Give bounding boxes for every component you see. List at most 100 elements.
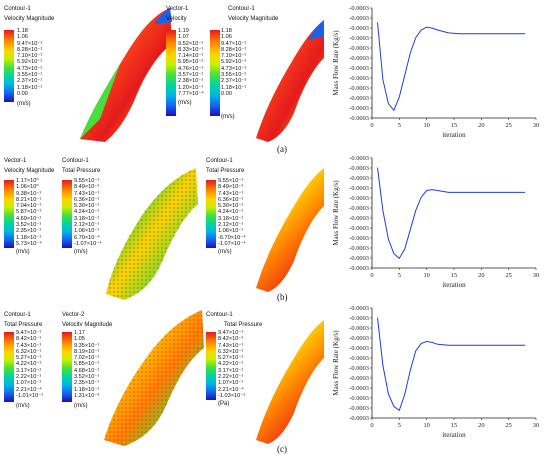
colorbar-a3-ticks: 1.18 1.06 9.47×10⁻¹ 8.28×10⁻¹ 7.10×10⁻¹ 5.92×… [221, 28, 247, 97]
y-tick-label: -0.0003 [349, 215, 369, 222]
contour-a1-quantity: Velocity Magnitude [4, 16, 55, 22]
x-tick-label: 25 [505, 422, 511, 429]
colorbar-c1-ticks: 9.47×10⁻¹ 8.42×10⁻¹ 7.43×10⁻¹ 6.32×10⁻¹ 5.27… [16, 330, 44, 399]
contour-b1-title: Contour-1 [62, 158, 89, 164]
colorbar-c1-unit: (m/s) [16, 403, 30, 409]
colorbar-b1 [4, 180, 14, 248]
y-tick-label: -0.0003 [349, 165, 369, 172]
x-tick-label: 20 [478, 272, 484, 279]
colorbar-b3 [206, 180, 216, 248]
y-tick-label: -0.0003 [349, 415, 369, 422]
y-tick-label: -0.0003 [349, 395, 369, 402]
x-tick-label: 15 [451, 122, 457, 129]
vector-a1-quantity: Velocity [166, 16, 187, 22]
colorbar-b1-ticks: 1.17×10⁰ 1.06×10⁰ 9.38×10⁻¹ 8.21×10⁻¹ 7.04×1… [16, 178, 42, 247]
colorbar-b2-ticks: 9.55×10⁻¹ 8.49×10⁻¹ 7.43×10⁻¹ 6.36×10⁻¹ 5.30… [74, 178, 102, 247]
cfd-image-a1 [80, 8, 172, 142]
x-axis-title: iteration [442, 431, 466, 439]
caption-a: (a) [277, 144, 287, 154]
y-tick-label: -0.0003 [349, 385, 369, 392]
y-axis-title: Mass Flow Rate (Kg/s) [332, 330, 340, 396]
x-tick-label: 20 [478, 422, 484, 429]
x-tick-label: 30 [533, 422, 539, 429]
contour-c1-title: Contour-1 [4, 312, 31, 318]
colorbar-c2-ticks: 1.17 1.05 9.35×10⁻¹ 8.19×10⁻¹ 7.02×10⁻¹ 5.85×… [74, 330, 100, 399]
colorbar-c2-unit: (m/s) [74, 403, 88, 409]
x-axis-title: iteration [442, 281, 466, 289]
vector-b1-quantity: Velocity Magnitude [4, 168, 55, 174]
y-tick-label: -0.0003 [349, 105, 369, 112]
contour-b2-title: Contour-1 [206, 158, 233, 164]
colorbar-a2-ticks: 1.19 1.07 9.52×10⁻¹ 8.33×10⁻¹ 7.14×10⁻¹ 5.95×… [178, 28, 204, 97]
y-tick-label: -0.0003 [349, 225, 369, 232]
x-axis-title: iteration [442, 131, 466, 139]
y-tick-label: -0.0003 [349, 25, 369, 32]
x-tick-label: 5 [398, 122, 401, 129]
vector-b1-title: Vector-1 [4, 158, 27, 164]
colorbar-c3 [206, 332, 216, 400]
x-tick-label: 15 [451, 422, 457, 429]
cfd-image-c2 [256, 320, 324, 444]
mass-flow-series-line [377, 22, 526, 112]
x-tick-label: 5 [398, 272, 401, 279]
mass-flow-chart-a: -0.0003 -0.0003 -0.0003 -0.0003 -0.0003 -0.00… [332, 5, 539, 139]
y-tick-label: -0.0003 [349, 365, 369, 372]
colorbar-b2-unit: (m/s) [74, 249, 88, 255]
y-tick-label: -0.0003 [349, 345, 369, 352]
colorbar-a2 [166, 30, 176, 116]
cfd-image-b2 [256, 168, 324, 292]
colorbar-c1 [4, 332, 14, 402]
contour-b1-quantity: Total Pressure [62, 168, 101, 174]
cfd-image-b1 [106, 168, 198, 300]
figure-panel-b: Vector-1 Velocity Magnitude 1.17×10⁰ 1.06… [0, 150, 550, 302]
caption-c: (c) [277, 444, 287, 454]
y-tick-label: -0.0003 [349, 95, 369, 102]
y-tick-label: -0.0003 [349, 315, 369, 322]
colorbar-c3-unit: (Pa) [218, 401, 230, 407]
colorbar-a3-unit: (m/s) [221, 114, 235, 120]
y-tick-label: -0.0003 [349, 305, 369, 312]
y-tick-label: -0.0003 [349, 265, 369, 272]
mass-flow-series-line [377, 167, 526, 260]
y-tick-label: -0.0003 [349, 65, 369, 72]
y-axis-title: Mass Flow Rate (Kg/s) [332, 30, 340, 96]
x-tick-label: 30 [533, 122, 539, 129]
colorbar-c2 [62, 332, 72, 402]
x-tick-label: 25 [505, 122, 511, 129]
y-tick-label: -0.0003 [349, 115, 369, 122]
colorbar-a1 [4, 30, 14, 102]
contour-a2-quantity: Velocity Magnitude [228, 16, 279, 22]
x-tick-label: 15 [451, 272, 457, 279]
y-tick-label: -0.0003 [349, 405, 369, 412]
colorbar-c3-ticks: 9.47×10⁻¹ 8.42×10⁻¹ 7.43×10⁻¹ 6.32×10⁻¹ 5.27… [218, 330, 246, 399]
y-tick-label: -0.0003 [349, 35, 369, 42]
y-tick-label: -0.0003 [349, 175, 369, 182]
contour-b2-quantity: Total Pressure [206, 168, 245, 174]
colorbar-b2 [62, 180, 72, 248]
x-tick-label: 30 [533, 272, 539, 279]
vector-a1-title: Vector-1 [166, 6, 189, 12]
y-tick-label: -0.0003 [349, 5, 369, 12]
colorbar-b1-unit: (m/s) [16, 249, 30, 255]
y-tick-label: -0.0003 [349, 85, 369, 92]
y-tick-label: -0.0003 [349, 75, 369, 82]
cfd-image-a2 [256, 20, 324, 142]
mass-flow-chart-c: -0.0003 -0.0003 -0.0003 -0.0003 -0.0003 -0.00… [332, 305, 539, 439]
x-tick-label: 20 [478, 122, 484, 129]
y-tick-label: -0.0003 [349, 185, 369, 192]
y-axis-title: Mass Flow Rate (Kg/s) [332, 180, 340, 246]
y-tick-label: -0.0003 [349, 375, 369, 382]
vector-c2-title: Vector-2 [62, 312, 85, 318]
colorbar-a3 [210, 30, 220, 116]
y-tick-label: -0.0003 [349, 335, 369, 342]
figure-panel-c: Contour-1 Total Pressure 9.47×10⁻¹ 8.42×1… [0, 300, 550, 458]
x-tick-label: 0 [370, 272, 373, 279]
x-tick-label: 10 [423, 272, 429, 279]
y-tick-label: -0.0003 [349, 45, 369, 52]
colorbar-b3-unit: (m/s) [218, 249, 232, 255]
contour-c1-quantity: Total Pressure [4, 322, 43, 328]
contour-c2-quantity: Total Pressure [224, 322, 263, 328]
x-tick-label: 0 [370, 122, 373, 129]
colorbar-a1-ticks: 1.18 1.06 9.47×10⁻¹ 8.28×10⁻¹ 7.10×10⁻¹ 5.92×… [17, 28, 43, 97]
y-tick-label: -0.0003 [349, 55, 369, 62]
